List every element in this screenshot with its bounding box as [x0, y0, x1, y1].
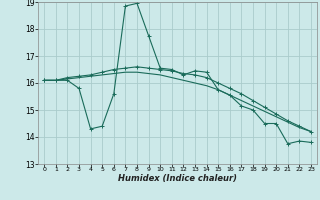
- X-axis label: Humidex (Indice chaleur): Humidex (Indice chaleur): [118, 174, 237, 183]
